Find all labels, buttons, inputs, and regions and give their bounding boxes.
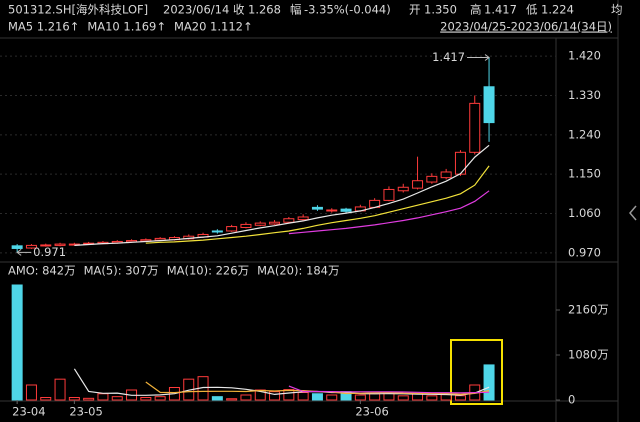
range-label[interactable]: 2023/04/25-2023/06/14(34日) (440, 20, 612, 34)
volume-bar (369, 393, 381, 401)
volume-bar (226, 398, 238, 401)
volume-bar (111, 396, 123, 401)
y-tick-label: 1.150 (568, 167, 601, 181)
candle-body (326, 209, 338, 212)
volume-bar (283, 389, 295, 401)
candle-body (383, 188, 395, 201)
quote-date: 2023/06/14 (163, 3, 229, 17)
legend-entry: MA20 1.112↑ (174, 20, 253, 34)
x-tick-label: 23-06 (355, 405, 388, 419)
x-tick-label: 23-05 (69, 405, 102, 419)
quote-label: 开 (409, 3, 421, 17)
candle-body (54, 243, 66, 246)
volume-bar (11, 284, 23, 401)
quote-label: 低 (526, 3, 538, 17)
volume-bar (40, 397, 52, 401)
header-tail: 均 (611, 3, 623, 17)
scroll-arrow[interactable] (629, 205, 637, 221)
legend-entry: AMO: 842万 (8, 264, 76, 278)
candle-body (469, 102, 481, 153)
quote-value: 1.417 (484, 3, 517, 17)
quote-value: 1.268 (248, 3, 281, 17)
high-label: 1.417 (432, 50, 465, 64)
quote-label: 幅 (290, 3, 302, 17)
y-tick-label: 2160万 (568, 303, 609, 317)
annotation-arrow (484, 54, 490, 61)
stock-title: 501312.SH[海外科技LOF] (8, 3, 148, 17)
volume-bar (426, 395, 438, 401)
annotation-arrow (16, 248, 22, 256)
quote-value: -3.35%(-0.044) (304, 3, 391, 17)
ma-line (288, 190, 490, 235)
ma-line (74, 144, 490, 246)
candle-body (340, 208, 352, 212)
legend-entry: MA(20): 184万 (257, 264, 339, 278)
y-tick-label: 1.330 (568, 88, 601, 102)
candle-body (254, 222, 266, 226)
volume-bar (211, 396, 223, 401)
volume-bar (240, 394, 252, 401)
volume-bar (97, 393, 109, 401)
volume-ma-line (73, 368, 490, 396)
candle-body (211, 230, 223, 233)
candle-body (11, 245, 23, 249)
volume-bar (25, 384, 37, 401)
quote-label: 高 (470, 3, 482, 17)
quote-value: 1.224 (541, 3, 574, 17)
candle-body (283, 218, 295, 223)
volume-bar (83, 397, 95, 401)
volume-bar (440, 394, 452, 401)
volume-bar (297, 392, 309, 401)
candle-body (269, 221, 281, 225)
highlight-box (450, 339, 503, 405)
candle-body (426, 175, 438, 183)
ma-line (145, 165, 490, 244)
volume-bar (140, 397, 152, 401)
volume-bar (397, 395, 409, 401)
candle-body (440, 171, 452, 179)
candle-body (412, 180, 424, 189)
volume-bar (483, 364, 495, 401)
y-tick-label: 0 (568, 393, 575, 407)
volume-bar (154, 396, 166, 401)
volume-ma-line (288, 385, 490, 394)
volume-bar (54, 378, 66, 401)
x-tick-label: 23-04 (12, 405, 45, 419)
candle-body (483, 86, 495, 124)
legend-entry: MA10 1.169↑ (87, 20, 166, 34)
candle-body (311, 206, 323, 210)
quote-label: 收 (233, 3, 245, 17)
y-tick-label: 1.060 (568, 206, 601, 220)
volume-bar (269, 391, 281, 401)
low-label: 0.971 (33, 245, 66, 259)
legend-entry: MA(10): 226万 (167, 264, 249, 278)
volume-bar (311, 393, 323, 401)
candle-body (297, 216, 309, 221)
y-tick-label: 1.240 (568, 127, 601, 141)
y-tick-label: 1080万 (568, 348, 609, 362)
y-tick-label: 1.420 (568, 49, 601, 63)
volume-bar (454, 395, 466, 401)
quote-value: 1.350 (424, 3, 457, 17)
candle-body (226, 226, 238, 232)
legend-entry: MA(5): 307万 (84, 264, 159, 278)
volume-bar (354, 394, 366, 401)
candle-body (40, 244, 52, 247)
candle-body (240, 223, 252, 228)
candle-body (454, 151, 466, 175)
y-tick-label: 0.970 (568, 245, 601, 259)
volume-bar (68, 397, 80, 401)
candle-body (25, 244, 37, 249)
volume-bar (326, 394, 338, 401)
legend-entry: MA5 1.216↑ (8, 20, 79, 34)
candle-body (397, 186, 409, 192)
